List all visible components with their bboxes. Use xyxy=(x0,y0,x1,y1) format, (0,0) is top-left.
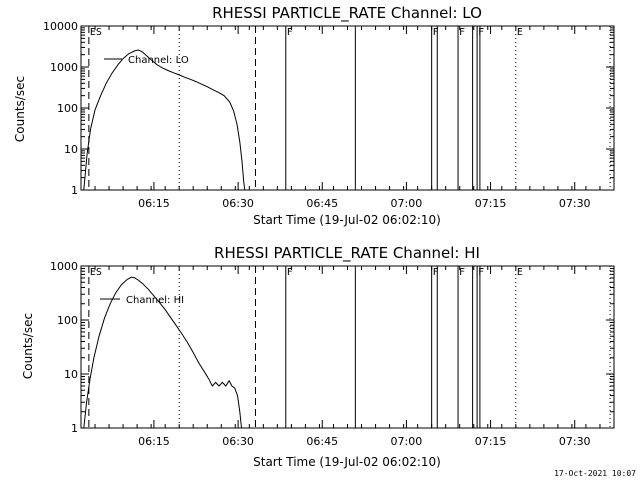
plot-area-hi: 1 10 100 1000 06:15 06:30 06:45 07:00 07:15 07:30… xyxy=(50,260,615,448)
y-tick-label: 1000 xyxy=(50,61,78,74)
plot-frame xyxy=(80,265,615,429)
chart-panel-hi: RHESSI PARTICLE_RATE Channel: HI Counts/… xyxy=(21,244,615,469)
y-axis-label: Counts/sec xyxy=(13,76,27,142)
x-tick-label: 07:00 xyxy=(391,435,423,448)
event-marker-label: F xyxy=(459,267,465,278)
plot-area-lo: 1 10 100 1000 10000 06:15 06:30 06:45 07:00 07:15… xyxy=(43,20,615,210)
y-tick-label: 10 xyxy=(64,143,78,156)
timestamp: 17-Oct-2021 10:07 xyxy=(554,469,636,478)
event-marker-label: F xyxy=(433,27,439,38)
x-tick-label: 06:30 xyxy=(222,435,254,448)
event-marker-label: ES xyxy=(90,267,102,278)
x-tick-label: 06:45 xyxy=(306,435,338,448)
event-marker-label: F xyxy=(478,267,484,278)
event-marker-label: F xyxy=(459,27,465,38)
x-tick-label: 06:45 xyxy=(306,197,338,210)
y-tick-label: 10 xyxy=(64,368,78,381)
event-marker-label: F xyxy=(478,27,484,38)
y-tick-label: 1000 xyxy=(50,260,78,273)
y-axis-label: Counts/sec xyxy=(21,313,35,379)
chart-title: RHESSI PARTICLE_RATE Channel: HI xyxy=(214,244,480,263)
y-tick-label: 1 xyxy=(71,184,78,197)
plot-frame xyxy=(80,25,615,191)
legend-label: Channel: LO xyxy=(128,55,189,66)
event-marker-label: E xyxy=(517,267,523,278)
x-axis-label: Start Time (19-Jul-02 06:02:10) xyxy=(253,455,441,469)
chart-panel-lo: RHESSI PARTICLE_RATE Channel: LO Counts/… xyxy=(13,4,615,227)
x-tick-label: 07:30 xyxy=(559,197,591,210)
series-line xyxy=(83,49,246,191)
y-tick-label: 10000 xyxy=(43,20,78,33)
x-tick-label: 06:15 xyxy=(138,435,170,448)
x-tick-label: 07:15 xyxy=(475,435,507,448)
x-tick-label: 07:00 xyxy=(391,197,423,210)
event-marker-label: ES xyxy=(90,27,102,38)
y-tick-label: 100 xyxy=(57,314,78,327)
x-tick-label: 06:30 xyxy=(222,197,254,210)
y-tick-label: 1 xyxy=(71,422,78,435)
x-tick-label: 07:15 xyxy=(475,197,507,210)
event-marker-label: F xyxy=(287,267,293,278)
x-tick-label: 07:30 xyxy=(559,435,591,448)
x-axis-label: Start Time (19-Jul-02 06:02:10) xyxy=(253,213,441,227)
event-marker-label: F xyxy=(287,27,293,38)
chart-title: RHESSI PARTICLE_RATE Channel: LO xyxy=(212,4,482,23)
y-tick-label: 100 xyxy=(57,102,78,115)
legend-label: Channel: HI xyxy=(126,295,184,306)
x-tick-label: 06:15 xyxy=(138,197,170,210)
series-line xyxy=(83,276,242,429)
event-marker-label: F xyxy=(433,267,439,278)
event-marker-label: E xyxy=(517,27,523,38)
